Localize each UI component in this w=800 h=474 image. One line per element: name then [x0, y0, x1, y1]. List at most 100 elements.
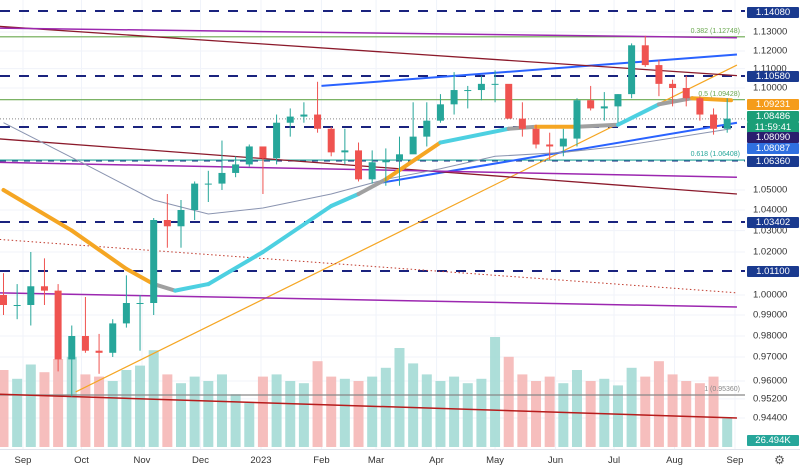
volume-bar: [271, 374, 282, 447]
candle-body: [395, 154, 403, 161]
price-badge: 1.14080: [747, 6, 799, 18]
volume-bar: [449, 376, 460, 447]
volume-bar: [107, 381, 118, 447]
volume-bar: [39, 372, 50, 447]
volume-bar: [694, 383, 705, 447]
time-axis[interactable]: Sep Oct Nov Dec 2023 Feb Mar Apr May Jun Jul Aug Sep: [0, 449, 800, 474]
volume-bar: [708, 376, 719, 447]
candle-body: [109, 323, 117, 353]
y-tick-label: 1.10000: [753, 82, 788, 94]
moving-average-thick-segment: [356, 177, 388, 196]
candle-body: [177, 210, 185, 227]
volume-bar: [285, 381, 296, 447]
volume-bar: [244, 403, 255, 447]
candle-body: [710, 114, 718, 129]
moving-average-thick-segment: [574, 122, 620, 129]
volume-bar: [722, 418, 733, 447]
x-tick-label: Jul: [607, 455, 621, 466]
price-badge: 1.08486: [747, 110, 799, 122]
moving-average-thick-segment: [260, 204, 334, 254]
y-tick-label: 0.96000: [753, 375, 788, 387]
y-tick-label: 1.02000: [753, 246, 788, 258]
candle-body: [327, 128, 335, 153]
x-tick-label: 2023: [250, 455, 272, 466]
volume-bar: [558, 383, 569, 447]
volume-bar: [476, 378, 487, 447]
x-tick-label: Sep: [726, 455, 744, 466]
price-badge: 26.494K: [747, 434, 799, 446]
moving-average-thick-segment: [1, 188, 74, 233]
candle-body: [723, 118, 731, 129]
x-tick-label: Aug: [666, 455, 683, 466]
y-tick-label: 0.94400: [753, 412, 788, 424]
volume-bar: [653, 361, 664, 447]
price-badge: 11:59:41: [747, 121, 799, 133]
trend-lines: [0, 25, 738, 419]
candle-body: [122, 303, 130, 324]
trend-line: [321, 53, 738, 87]
candle-body: [13, 305, 21, 306]
candle-body: [464, 90, 472, 92]
trend-line: [0, 27, 737, 39]
candle-body: [286, 116, 294, 123]
candle-body: [532, 128, 540, 145]
volume-bar: [298, 383, 309, 447]
candle-body: [641, 45, 649, 66]
trend-line: [0, 161, 737, 178]
volume-bar: [25, 364, 36, 447]
candle-body: [150, 220, 158, 303]
y-tick-label: 0.95200: [753, 393, 788, 405]
y-tick-label: 1.12000: [753, 45, 788, 57]
price-badge: 1.08087: [747, 142, 799, 154]
fib-level-label: 0.618 (1.06408): [690, 151, 740, 159]
candle-body: [600, 106, 608, 109]
price-axis[interactable]: 1.13000 1.12000 1.11000 1.10000 1.05000 1.040…: [745, 0, 800, 449]
volume-bar: [462, 383, 473, 447]
volume-bar: [394, 348, 405, 447]
moving-average-thick-segment: [151, 282, 178, 293]
y-tick-label: 1.03000: [753, 225, 788, 237]
moving-averages: [1, 96, 734, 293]
gear-icon[interactable]: ⚙: [774, 453, 785, 467]
candle-body: [40, 286, 48, 291]
candle-body: [232, 164, 240, 173]
candle-body: [450, 90, 458, 105]
volume-bar: [626, 367, 637, 447]
trend-line: [0, 138, 737, 195]
fib-level-label: 0.382 (1.12748): [690, 27, 740, 35]
volume-bar: [230, 394, 241, 447]
candle-body: [341, 150, 349, 153]
candles: [0, 35, 731, 397]
candle-body: [628, 45, 636, 95]
volume-bar: [94, 376, 105, 447]
volume-bar: [53, 359, 64, 447]
candle-body: [27, 286, 35, 305]
candle-body: [218, 172, 226, 184]
candle-body: [54, 290, 62, 360]
volume-bar: [599, 378, 610, 447]
y-tick-label: 0.98000: [753, 330, 788, 342]
x-tick-label: Apr: [429, 455, 444, 466]
volume-bar: [121, 370, 132, 447]
volume-bar: [176, 383, 187, 447]
candle-body: [382, 160, 390, 163]
price-chart[interactable]: [0, 0, 745, 449]
candle-body: [191, 183, 199, 210]
y-tick-label: 0.97000: [753, 351, 788, 363]
price-badge: 1.09231: [747, 98, 799, 110]
fib-level-label: 0.5 (1.09428): [698, 90, 740, 98]
x-tick-label: Sep: [14, 455, 32, 466]
price-badge: 1.10580: [747, 70, 799, 82]
volume-bar: [435, 381, 446, 447]
volume-bar: [640, 376, 651, 447]
price-badge: 1.03402: [747, 216, 799, 228]
volume-bar: [0, 370, 9, 447]
volume-bar: [353, 381, 364, 447]
moving-average-thick-segment: [615, 102, 661, 127]
candle-body: [696, 98, 704, 115]
candle-body: [682, 88, 690, 99]
candle-body: [655, 65, 663, 84]
volume-bar: [216, 374, 227, 447]
candle-body: [314, 114, 322, 129]
y-tick-label: 1.04000: [753, 204, 788, 216]
